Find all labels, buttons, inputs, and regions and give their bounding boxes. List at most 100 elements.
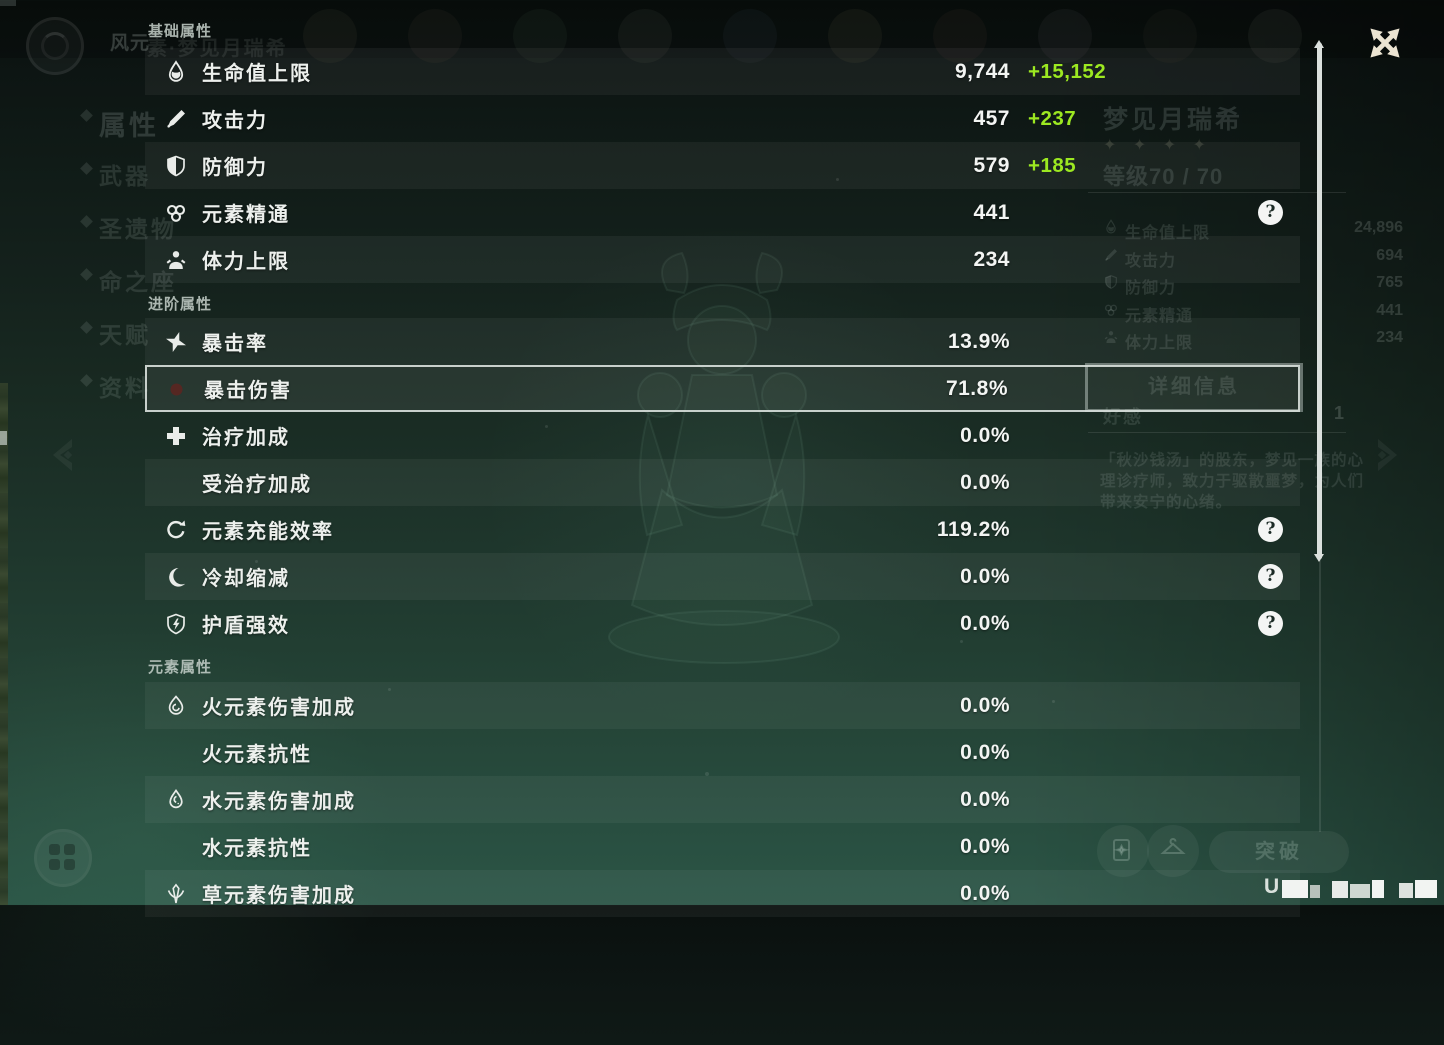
sidebar-item[interactable]: 武器 (80, 157, 151, 191)
crit-rate-icon (163, 329, 189, 355)
section-header: 基础属性 (148, 23, 213, 40)
close-icon[interactable] (1366, 24, 1404, 62)
character-avatar[interactable] (828, 9, 882, 63)
stat-value: 441 (973, 200, 1010, 224)
sidebar-item-label: 天赋 (99, 322, 151, 348)
stat-row[interactable]: 元素充能效率 119.2%? (145, 506, 1300, 553)
sidebar-item[interactable]: 属性 (80, 104, 159, 143)
character-avatar[interactable] (513, 9, 567, 63)
bg-rarity-stars: ✦ ✦ ✦ ✦ (1103, 137, 1212, 154)
character-avatar[interactable] (1248, 9, 1302, 63)
stat-label: 火元素伤害加成 (202, 697, 356, 719)
divider (1088, 192, 1346, 193)
stat-row[interactable]: 水元素抗性 0.0% (145, 823, 1300, 870)
stat-row[interactable]: 治疗加成 0.0% (145, 412, 1300, 459)
stamina-icon (163, 247, 189, 273)
stat-value: 9,744 (954, 59, 1010, 83)
hp-icon (163, 59, 189, 85)
outfit-hanger-button[interactable] (1147, 825, 1199, 877)
stat-value: 0.0% (960, 740, 1010, 764)
stat-label: 治疗加成 (202, 427, 290, 449)
character-avatar[interactable] (1143, 9, 1197, 63)
stat-row[interactable]: 受治疗加成 0.0% (145, 459, 1300, 506)
section-rows: 暴击率 13.9% 暴击伤害 71.8% 治疗加成 0.0% 受治疗加成 0.0% 元素充能效率… (145, 318, 1300, 647)
character-avatar[interactable] (408, 9, 462, 63)
stat-row[interactable]: 护盾强效 0.0%? (145, 600, 1300, 647)
stat-row[interactable]: 火元素抗性 0.0% (145, 729, 1300, 776)
stat-value: 579 (973, 153, 1010, 177)
bg-stat-row: 体力上限 234 (1103, 325, 1433, 352)
section-header: 进阶属性 (148, 296, 213, 313)
bg-stat-value: 765 (1376, 274, 1403, 291)
no-icon (163, 834, 189, 860)
stat-row[interactable]: 草元素伤害加成 0.0% (145, 870, 1300, 917)
character-avatar[interactable] (1038, 9, 1092, 63)
bg-character-level: 等级70 / 70 (1103, 164, 1224, 189)
sidebar-item[interactable]: 命之座 (80, 263, 177, 297)
help-icon[interactable]: ? (1258, 611, 1283, 636)
hydro-icon (163, 787, 189, 813)
friendship-value: 1 (1333, 403, 1344, 423)
censored-uid-mosaic (1282, 880, 1439, 898)
bg-stat-value: 24,896 (1354, 219, 1403, 236)
stat-value: 457 (973, 106, 1010, 130)
menu-grid-button[interactable] (34, 829, 92, 887)
diamond-bullet-icon (80, 109, 93, 122)
stat-label: 元素精通 (202, 204, 290, 226)
stat-label: 受治疗加成 (202, 474, 312, 496)
stat-row[interactable]: 火元素伤害加成 0.0% (145, 682, 1300, 729)
character-avatar[interactable] (723, 9, 777, 63)
help-icon[interactable]: ? (1258, 200, 1283, 225)
stat-label: 草元素伤害加成 (202, 885, 356, 907)
pyro-icon (163, 693, 189, 719)
character-avatar[interactable] (618, 9, 672, 63)
stat-row[interactable]: 防御力 579 +185 (145, 142, 1300, 189)
stat-row[interactable]: 攻击力 457 +237 (145, 95, 1300, 142)
stat-label: 暴击伤害 (204, 380, 292, 402)
stat-row[interactable]: 暴击伤害 71.8% (145, 365, 1300, 412)
friendship-label: 好感 (1103, 407, 1143, 427)
stat-row[interactable]: 体力上限 234 (145, 236, 1300, 283)
bg-stat-label: 体力上限 (1125, 335, 1194, 352)
sidebar-item-label: 武器 (99, 163, 151, 189)
card-wish-button[interactable] (1097, 825, 1149, 877)
stat-bonus-value: +15,152 (1028, 59, 1107, 83)
sidebar-item[interactable]: 资料 (80, 369, 151, 403)
scrollbar-thumb[interactable] (1314, 40, 1324, 562)
help-icon[interactable]: ? (1258, 517, 1283, 542)
section-rows: 火元素伤害加成 0.0% 火元素抗性 0.0% 水元素伤害加成 0.0% 水元素抗性 0.0%… (145, 682, 1300, 917)
divider (1088, 432, 1346, 433)
sidebar-item[interactable]: 天赋 (80, 316, 151, 350)
stat-row[interactable]: 暴击率 13.9% (145, 318, 1300, 365)
ascend-button[interactable]: 突破 (1209, 831, 1349, 873)
section-header: 元素属性 (148, 659, 213, 676)
stat-row[interactable]: 生命值上限 9,744 +15,152 (145, 48, 1300, 95)
stat-value: 0.0% (960, 787, 1010, 811)
bg-stat-label: 元素精通 (1125, 307, 1194, 325)
sidebar-item-label: 圣遗物 (99, 216, 177, 242)
stat-label: 冷却缩减 (202, 568, 290, 590)
world-edge-fragment (0, 0, 16, 6)
stat-value: 13.9% (947, 329, 1010, 353)
next-character-arrow-icon[interactable] (1372, 436, 1402, 474)
character-avatar[interactable] (303, 9, 357, 63)
world-edge-highlight (0, 431, 7, 445)
sidebar-item[interactable]: 圣遗物 (80, 210, 177, 244)
attributes-overlay-panel: 基础属性生命值上限 9,744 +15,152 攻击力 457 +237 防御力 579 +18… (145, 0, 1300, 917)
stat-row[interactable]: 水元素伤害加成 0.0% (145, 776, 1300, 823)
stat-row[interactable]: 冷却缩减 0.0%? (145, 553, 1300, 600)
uid-prefix: U (1264, 875, 1280, 898)
prev-character-arrow-icon[interactable] (48, 436, 78, 474)
diamond-bullet-icon (80, 162, 93, 175)
crit-dmg-icon (165, 376, 191, 402)
stat-value: 0.0% (960, 470, 1010, 494)
def-icon (1103, 274, 1119, 290)
shield-strength-icon (163, 611, 189, 637)
help-icon[interactable]: ? (1258, 564, 1283, 589)
stat-row[interactable]: 元素精通 441? (145, 189, 1300, 236)
character-illustration (608, 251, 840, 664)
character-avatar[interactable] (933, 9, 987, 63)
bg-element-title: 风元 (110, 33, 151, 54)
stat-label: 生命值上限 (202, 63, 312, 85)
